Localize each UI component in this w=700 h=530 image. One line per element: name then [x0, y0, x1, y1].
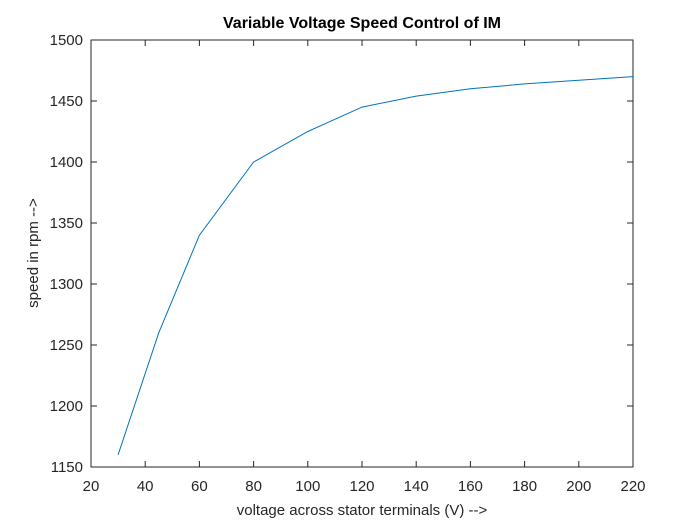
- x-tick-label: 200: [566, 478, 591, 495]
- y-tick-label: 1150: [51, 459, 83, 476]
- plot-area: [90, 39, 634, 468]
- x-tick-label: 220: [620, 478, 645, 495]
- axes-box: [90, 39, 634, 468]
- x-axis-label: voltage across stator terminals (V) -->: [237, 502, 488, 519]
- x-tick-label: 100: [295, 478, 320, 495]
- x-tick-label: 180: [512, 478, 537, 495]
- chart-title: Variable Voltage Speed Control of IM: [223, 15, 501, 32]
- y-axis-label: speed in rpm -->: [25, 198, 42, 308]
- x-tick-label: 120: [349, 478, 374, 495]
- x-tick-label: 20: [83, 478, 100, 495]
- x-tick-label: 140: [404, 478, 429, 495]
- x-tick-label: 60: [191, 478, 208, 495]
- ticks: 20 40 60 80 100 120 140 160 180 200 220 1150 1200 125…: [50, 32, 646, 495]
- y-tick-label: 1400: [50, 154, 83, 171]
- x-tick-label: 80: [245, 478, 262, 495]
- x-tick-label: 40: [137, 478, 154, 495]
- series-line-1: [117, 76, 634, 455]
- y-tick-label: 1500: [50, 32, 83, 49]
- y-tick-label: 1450: [50, 93, 83, 110]
- y-tick-label: 1300: [50, 276, 83, 293]
- series-layer: [117, 76, 634, 455]
- y-tick-label: 1250: [50, 337, 83, 354]
- y-tick-label: 1200: [50, 398, 83, 415]
- y-tick-label: 1350: [50, 215, 83, 232]
- x-tick-label: 160: [458, 478, 483, 495]
